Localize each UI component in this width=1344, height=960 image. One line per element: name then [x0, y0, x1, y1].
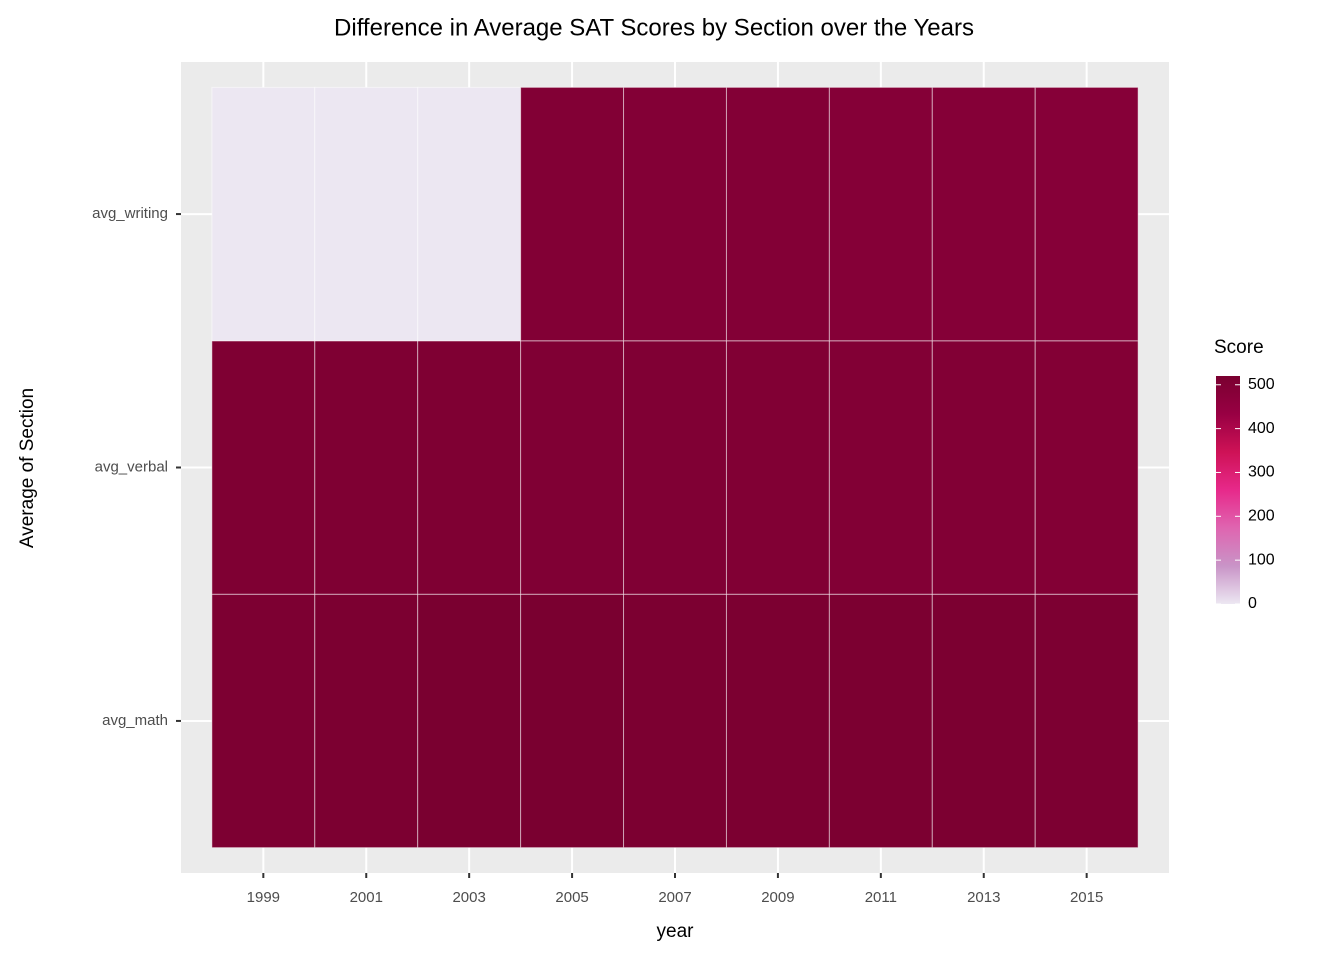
heat-cell	[1034, 593, 1139, 849]
heat-cell	[520, 593, 625, 849]
heat-cell	[931, 86, 1036, 342]
x-tick-label: 2015	[1070, 889, 1103, 906]
x-tick-label: 2009	[761, 889, 794, 906]
heat-cell	[931, 593, 1036, 849]
colorbar-label: 200	[1248, 508, 1275, 525]
heat-cell	[417, 86, 522, 342]
heat-cell	[828, 86, 933, 342]
colorbar-label: 500	[1248, 376, 1275, 393]
heat-cell	[211, 86, 316, 342]
colorbar-label: 300	[1248, 464, 1275, 481]
colorbar	[1216, 376, 1240, 604]
heat-cell	[828, 340, 933, 595]
y-tick-label: avg_writing	[92, 205, 168, 222]
heat-cell	[314, 593, 419, 849]
heat-cell	[623, 340, 727, 595]
x-tick-label: 2003	[452, 889, 485, 906]
heat-cell	[417, 593, 522, 849]
y-axis-title: Average of Section	[17, 388, 38, 548]
colorbar-label: 100	[1248, 551, 1275, 568]
x-axis-title: year	[657, 921, 695, 942]
x-tick-label: 2013	[967, 889, 1000, 906]
x-tick-label: 2011	[865, 889, 897, 906]
colorbar-label: 400	[1248, 420, 1275, 437]
heat-cell	[623, 86, 727, 342]
x-tick-label: 1999	[247, 889, 280, 906]
heat-cell	[1034, 340, 1139, 595]
heat-cell	[211, 340, 316, 595]
heat-cell	[623, 593, 727, 849]
x-tick-label: 2001	[350, 889, 383, 906]
heat-cell	[417, 340, 522, 595]
legend-title: Score	[1214, 337, 1264, 358]
y-tick-label: avg_math	[102, 712, 168, 729]
heat-cell	[314, 86, 419, 342]
heat-cell	[211, 593, 316, 849]
heat-cell	[520, 340, 625, 595]
x-tick-label: 2005	[555, 889, 588, 906]
colorbar-label: 0	[1248, 595, 1257, 612]
heat-cell	[828, 593, 933, 849]
x-tick-label: 2007	[658, 889, 691, 906]
heat-cell	[725, 593, 830, 849]
heat-cell	[1034, 86, 1139, 342]
heat-cell	[520, 86, 625, 342]
heat-cell	[314, 340, 419, 595]
y-tick-label: avg_verbal	[95, 458, 168, 475]
chart-title: Difference in Average SAT Scores by Sect…	[334, 14, 974, 41]
heat-cell	[725, 340, 830, 595]
heat-cell	[725, 86, 830, 342]
heat-cell	[931, 340, 1036, 595]
